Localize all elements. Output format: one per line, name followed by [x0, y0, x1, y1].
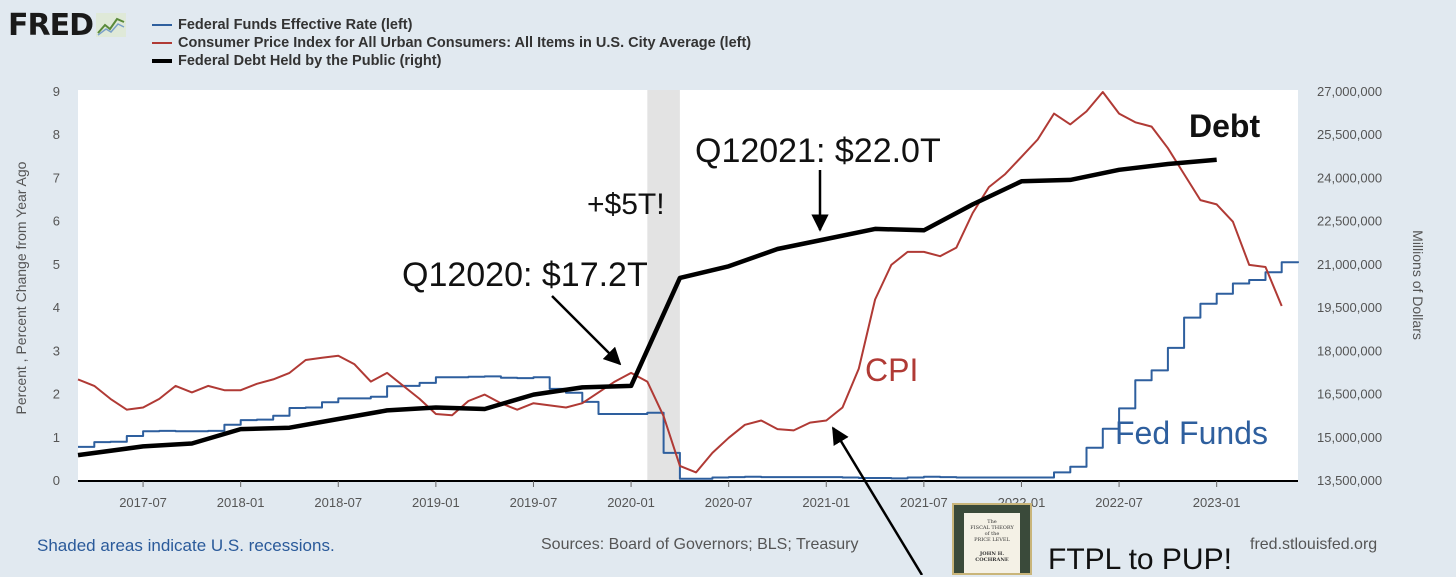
- x-tick-label: 2018-01: [217, 495, 265, 510]
- y-tick-label: 1: [53, 430, 60, 445]
- chart-legend: Federal Funds Effective Rate (left) Cons…: [152, 16, 751, 70]
- x-tick-label: 2021-01: [802, 495, 850, 510]
- book-line-3: of the: [984, 531, 1000, 537]
- series-line-cpi: [77, 91, 1283, 474]
- legend-swatch-debt: [152, 59, 172, 63]
- y-tick-label: 3: [53, 343, 60, 358]
- legend-label-cpi: Consumer Price Index for All Urban Consu…: [178, 35, 752, 51]
- x-tick-label: 2021-07: [900, 495, 948, 510]
- y-tick-label: 8: [53, 127, 60, 142]
- annotation-q12021: Q12021: $22.0T: [695, 132, 941, 170]
- fred-logo[interactable]: FRED: [8, 7, 126, 43]
- x-tick-label: 2018-07: [314, 495, 362, 510]
- legend-item-cpi[interactable]: Consumer Price Index for All Urban Consu…: [152, 34, 751, 52]
- book-line-2: FISCAL THEORY: [970, 525, 1014, 531]
- series-line-fed-funds: [78, 261, 1299, 480]
- book-author: JOHN H. COCHRANE: [975, 551, 1009, 563]
- series: [77, 91, 1299, 480]
- legend-item-fed-funds[interactable]: Federal Funds Effective Rate (left): [152, 16, 751, 34]
- x-tick-label: 2020-01: [607, 495, 655, 510]
- legend-item-debt[interactable]: Federal Debt Held by the Public (right): [152, 52, 751, 70]
- y-tick-label: 7: [53, 170, 60, 185]
- y2-tick-label: 16,500,000: [1317, 387, 1382, 402]
- x-tick-label: 2022-07: [1095, 495, 1143, 510]
- y2-tick-label: 22,500,000: [1317, 214, 1382, 229]
- y2-tick-label: 21,000,000: [1317, 257, 1382, 272]
- x-tick-label: 2023-01: [1193, 495, 1241, 510]
- x-tick-label: 2019-01: [412, 495, 460, 510]
- y2-tick-label: 19,500,000: [1317, 300, 1382, 315]
- x-tick-label: 2020-07: [705, 495, 753, 510]
- annotation-cpi: CPI: [865, 352, 918, 388]
- annotation-ftpl: FTPL to PUP!: [1048, 543, 1232, 576]
- fred-site-link[interactable]: fred.stlouisfed.org: [1250, 536, 1378, 553]
- y2-tick-label: 27,000,000: [1317, 84, 1382, 99]
- annotation-fed-funds: Fed Funds: [1115, 415, 1268, 451]
- series-line-debt: [77, 157, 1217, 458]
- legend-label-fed-funds: Federal Funds Effective Rate (left): [178, 17, 413, 33]
- y-axis-label: Percent , Percent Change from Year Ago: [13, 161, 29, 414]
- x-tick-label: 2017-07: [119, 495, 167, 510]
- axes: 0 1 2 3 4 5 6 7 8 9 13,500,000 15,000,000 16,500,000…: [53, 84, 1382, 510]
- fred-logo-text: FRED: [8, 7, 94, 43]
- book-cover-label: The FISCAL THEORY of the PRICE LEVEL JOH…: [964, 513, 1020, 573]
- y-tick-label: 6: [53, 214, 60, 229]
- y-tick-label: 9: [53, 84, 60, 99]
- book-line-4: PRICE LEVEL: [974, 537, 1010, 543]
- y-tick-label: 2: [53, 387, 60, 402]
- book-cover-image: The FISCAL THEORY of the PRICE LEVEL JOH…: [952, 503, 1032, 575]
- arrow-ftpl: [831, 426, 924, 575]
- annotation-plus5t: +$5T!: [587, 188, 665, 221]
- y-tick-label: 5: [53, 257, 60, 272]
- arrow-q12020: [551, 295, 622, 366]
- y2-tick-label: 15,000,000: [1317, 430, 1382, 445]
- annotation-q12020: Q12020: $17.2T: [402, 256, 648, 294]
- book-line-1: The: [987, 519, 997, 525]
- legend-swatch-fed-funds: [152, 24, 172, 26]
- x-tick-label: 2019-07: [510, 495, 558, 510]
- legend-label-debt: Federal Debt Held by the Public (right): [178, 53, 442, 69]
- annotation-debt: Debt: [1189, 108, 1260, 144]
- y2-tick-label: 18,000,000: [1317, 343, 1382, 358]
- y-tick-label: 0: [53, 473, 60, 488]
- y-tick-label: 4: [53, 300, 60, 315]
- fred-chart-icon: [96, 13, 126, 37]
- y2-tick-label: 13,500,000: [1317, 473, 1382, 488]
- sources-note: Sources: Board of Governors; BLS; Treasu…: [541, 536, 859, 553]
- y2-axis-label: Millions of Dollars: [1410, 230, 1426, 340]
- y2-tick-label: 24,000,000: [1317, 170, 1382, 185]
- legend-swatch-cpi: [152, 42, 172, 44]
- y2-tick-label: 25,500,000: [1317, 127, 1382, 142]
- recession-note: Shaded areas indicate U.S. recessions.: [37, 536, 335, 555]
